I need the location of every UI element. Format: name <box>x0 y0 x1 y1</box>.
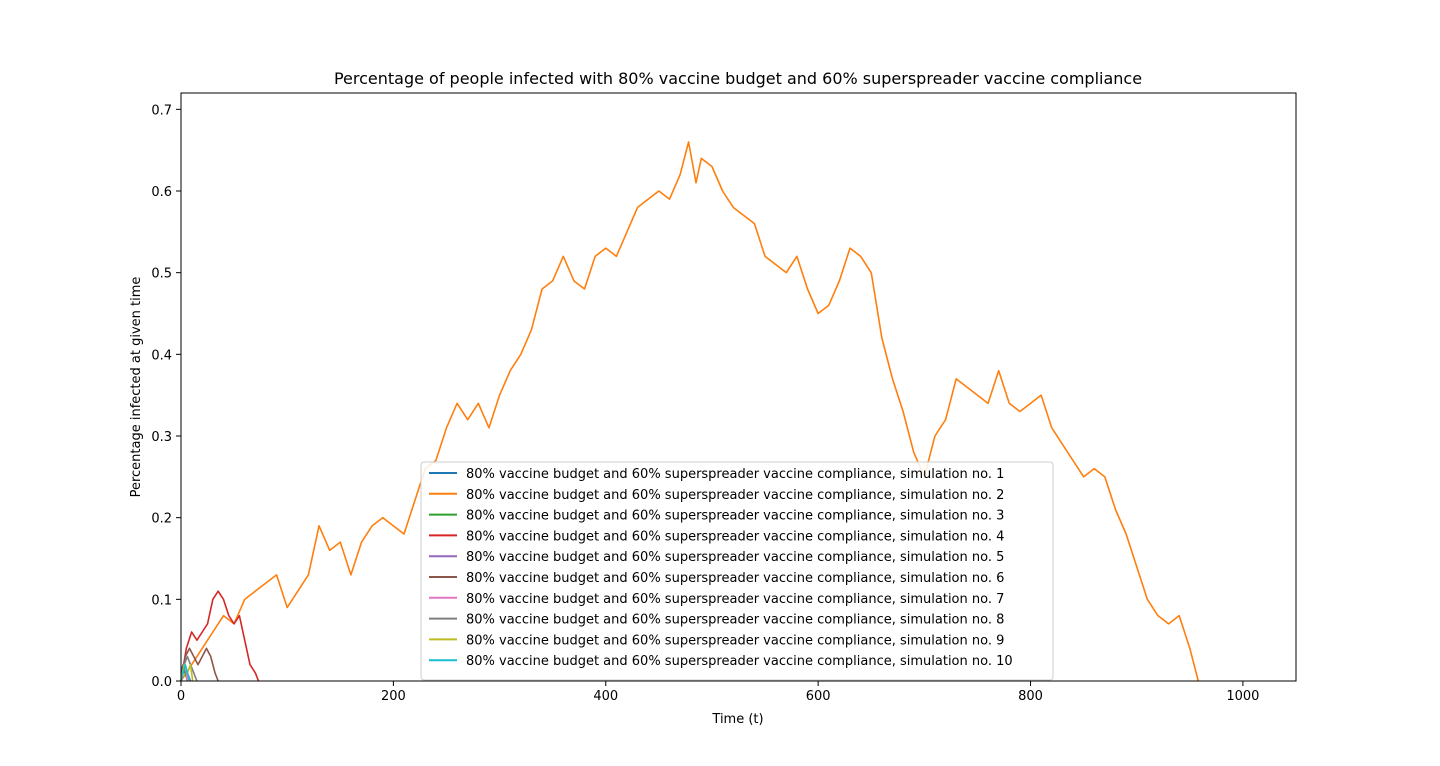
y-tick-label: 0.3 <box>151 430 172 445</box>
y-tick-label: 0.4 <box>151 348 172 363</box>
x-tick-label: 400 <box>593 689 618 704</box>
y-axis-label: Percentage infected at given time <box>129 277 144 498</box>
x-axis-label: Time (t) <box>711 712 763 727</box>
y-tick-label: 0.7 <box>151 103 172 118</box>
y-tick-label: 0.2 <box>151 512 172 527</box>
chart-title: Percentage of people infected with 80% v… <box>334 69 1142 88</box>
legend-label-1: 80% vaccine budget and 60% superspreader… <box>466 467 1004 482</box>
x-tick-label: 0 <box>177 689 185 704</box>
y-tick-label: 0.5 <box>151 267 172 282</box>
legend-label-7: 80% vaccine budget and 60% superspreader… <box>466 592 1004 607</box>
x-axis: 0 200 400 600 800 1000 <box>177 681 1259 704</box>
legend-label-2: 80% vaccine budget and 60% superspreader… <box>466 488 1004 503</box>
legend-label-5: 80% vaccine budget and 60% superspreader… <box>466 550 1004 565</box>
y-tick-label: 0.1 <box>151 593 172 608</box>
y-axis: 0.0 0.1 0.2 0.3 0.4 0.5 0.6 0.7 <box>151 103 181 690</box>
y-tick-label: 0.0 <box>151 675 172 690</box>
plot-frame <box>180 92 1297 682</box>
series-line-6 <box>180 647 219 682</box>
legend-box <box>420 461 1054 681</box>
y-tick-label: 0.6 <box>151 185 172 200</box>
legend-label-8: 80% vaccine budget and 60% superspreader… <box>466 613 1004 628</box>
x-tick-label: 200 <box>381 689 406 704</box>
series-layer <box>180 141 1200 682</box>
x-tick-label: 1000 <box>1226 689 1259 704</box>
legend-label-10: 80% vaccine budget and 60% superspreader… <box>466 654 1013 669</box>
x-tick-label: 600 <box>806 689 831 704</box>
legend-label-3: 80% vaccine budget and 60% superspreader… <box>466 509 1004 524</box>
x-tick-label: 800 <box>1018 689 1043 704</box>
legend-label-4: 80% vaccine budget and 60% superspreader… <box>466 529 1004 544</box>
legend-label-9: 80% vaccine budget and 60% superspreader… <box>466 633 1004 648</box>
legend-label-6: 80% vaccine budget and 60% superspreader… <box>466 571 1004 586</box>
series-line-4 <box>180 590 260 682</box>
series-line-2 <box>180 141 1200 682</box>
series-line-10 <box>180 663 191 682</box>
legend: 80% vaccine budget and 60% superspreader… <box>420 461 1054 681</box>
